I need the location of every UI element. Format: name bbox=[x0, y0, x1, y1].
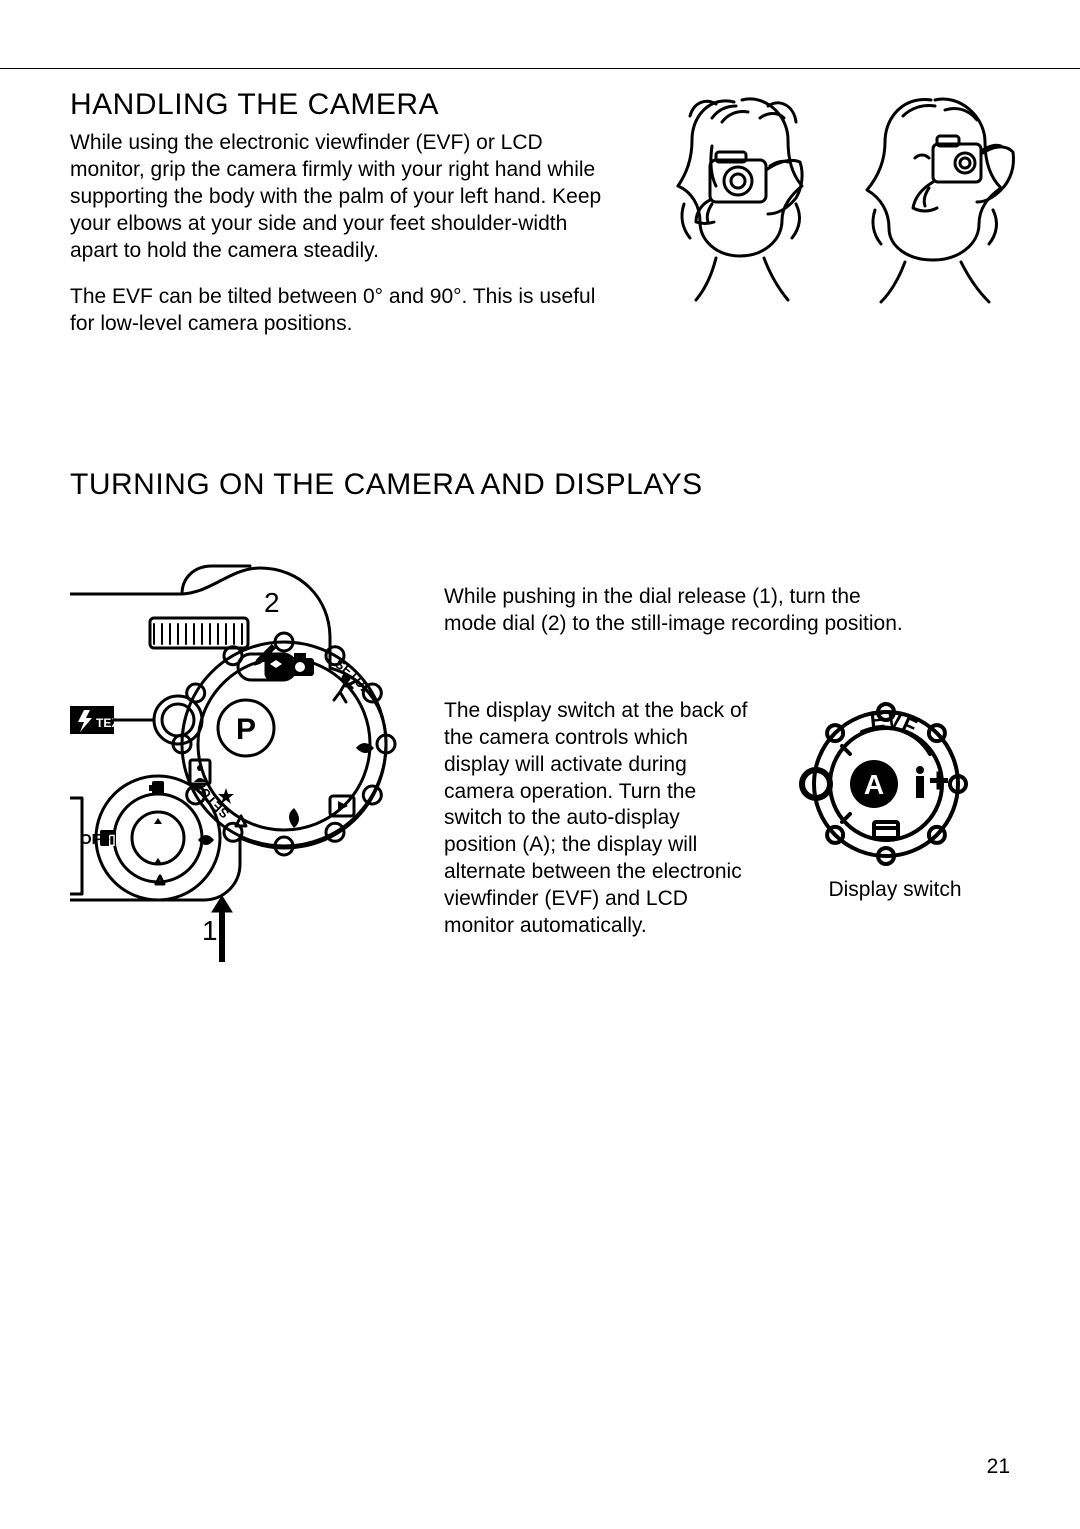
section-turning-on: TURNING ON THE CAMERA AND DISPLAYS bbox=[70, 468, 1020, 968]
section1-text: HANDLING THE CAMERA While using the elec… bbox=[70, 88, 635, 358]
section-handling: HANDLING THE CAMERA While using the elec… bbox=[70, 88, 1020, 358]
handling-para2: The EVF can be tilted between 0° and 90°… bbox=[70, 284, 615, 338]
grip-illustration-front-icon bbox=[652, 88, 827, 358]
svg-text:A: A bbox=[864, 769, 884, 800]
svg-text:1: 1 bbox=[202, 915, 218, 946]
display-switch-label: Display switch bbox=[770, 878, 1020, 902]
turning-on-para1: While pushing in the dial release (1), t… bbox=[444, 584, 914, 638]
section1-illustrations bbox=[635, 88, 1020, 358]
svg-text:OFF: OFF bbox=[279, 731, 430, 965]
page-number: 21 bbox=[987, 1455, 1010, 1479]
svg-text:OFF: OFF bbox=[80, 831, 110, 848]
handling-title: HANDLING THE CAMERA bbox=[70, 88, 615, 122]
display-switch-col: A EVF bbox=[770, 698, 1020, 902]
turning-on-para2: The display switch at the back of the ca… bbox=[444, 698, 750, 940]
camera-dial-illustration-icon: TEXT bbox=[70, 538, 430, 968]
turning-on-title: TURNING ON THE CAMERA AND DISPLAYS bbox=[70, 468, 1020, 502]
handling-para1: While using the electronic viewfinder (E… bbox=[70, 130, 615, 264]
svg-text:TEXT: TEXT bbox=[96, 716, 127, 730]
grip-illustration-evf-icon bbox=[845, 88, 1020, 358]
page: HANDLING THE CAMERA While using the elec… bbox=[0, 0, 1080, 1529]
svg-text:2: 2 bbox=[264, 587, 280, 618]
section2-text: While pushing in the dial release (1), t… bbox=[430, 538, 1020, 968]
display-switch-icon: A EVF bbox=[770, 698, 1020, 868]
svg-text:P: P bbox=[236, 713, 256, 746]
